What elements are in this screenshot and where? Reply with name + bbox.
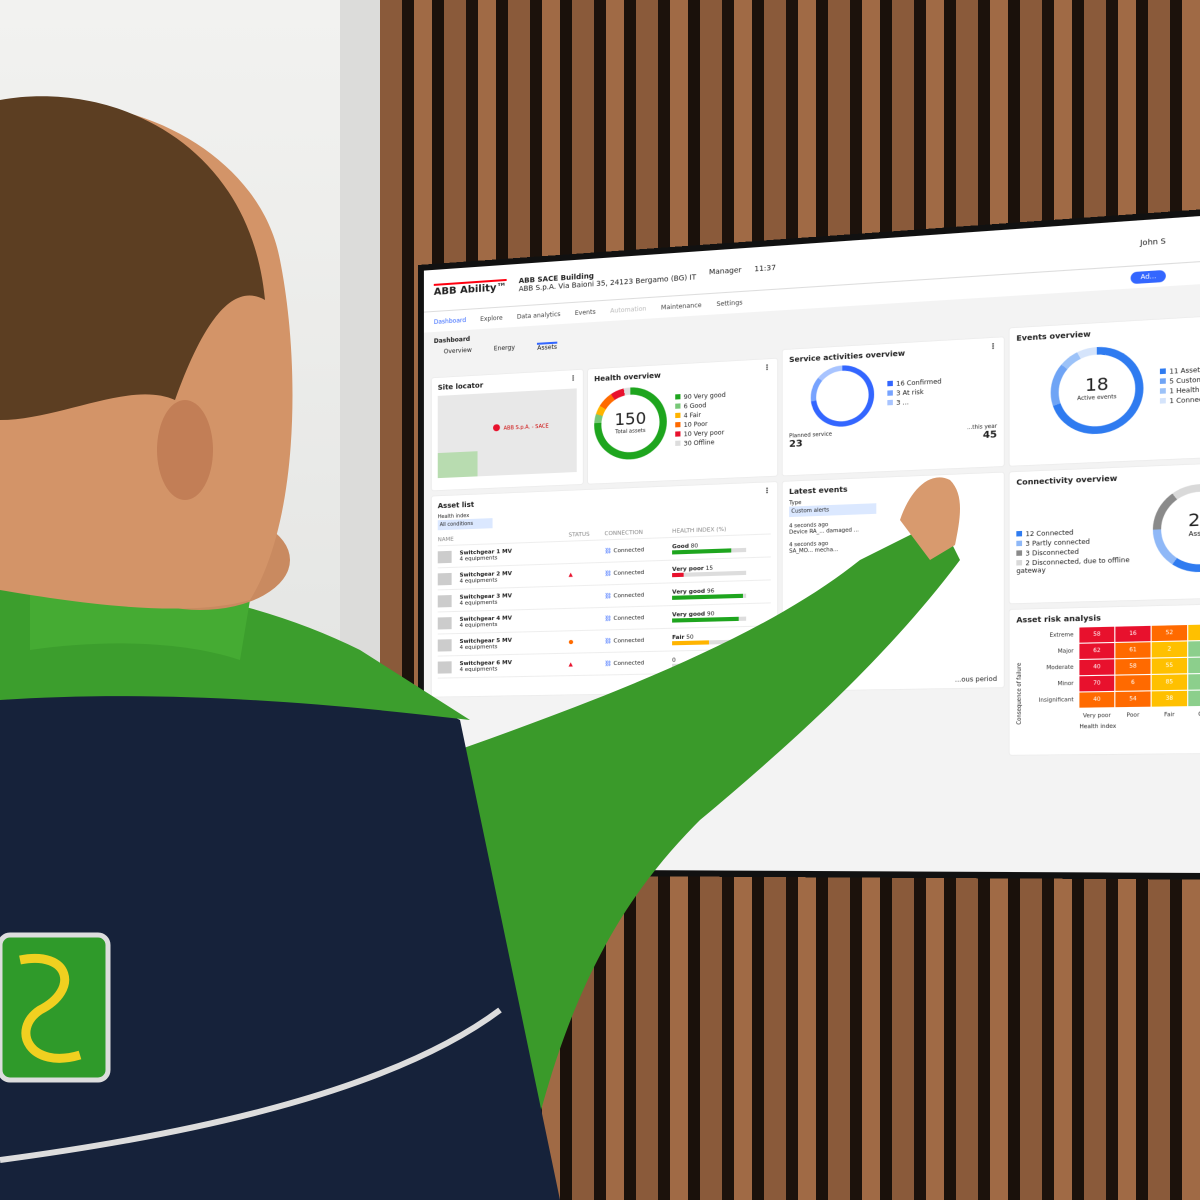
arm bbox=[380, 520, 960, 1200]
hair bbox=[0, 96, 265, 420]
white-piping bbox=[0, 1007, 502, 1163]
logo-mark bbox=[19, 954, 82, 1063]
ear bbox=[157, 400, 213, 500]
body-navy bbox=[0, 596, 560, 1200]
hand bbox=[900, 477, 960, 560]
